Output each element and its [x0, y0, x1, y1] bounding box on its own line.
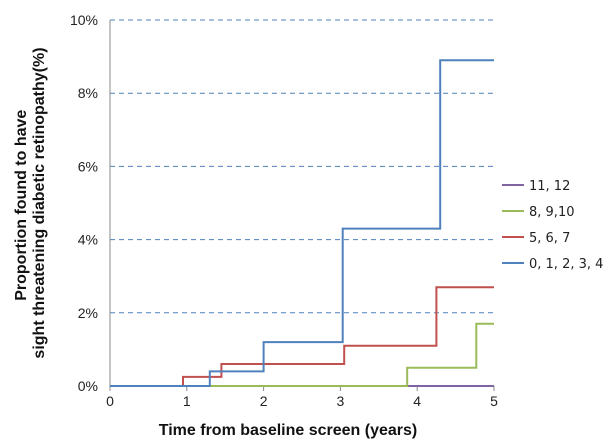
y-axis-title-line-1: Proportion found to have [13, 110, 30, 301]
y-tick-label: 8% [78, 85, 98, 101]
y-tick-label: 10% [70, 12, 98, 28]
grid [110, 19, 494, 314]
series-lines [110, 59, 494, 387]
x-axis-title: Time from baseline screen (years) [159, 422, 418, 439]
legend-label-1: 8, 9,10 [529, 205, 574, 220]
legend-label-2: 5, 6, 7 [529, 231, 570, 246]
y-tick-labels: 0% 2% 4% 6% 8% 10% [70, 12, 98, 394]
x-tick-label: 4 [413, 393, 421, 409]
x-tick-label: 2 [260, 393, 268, 409]
x-tick-label: 1 [183, 393, 191, 409]
legend-label-3: 0, 1, 2, 3, 4 [529, 257, 603, 272]
series-line-3 [110, 59, 494, 387]
x-tick-labels: 0 1 2 3 4 5 [106, 386, 498, 409]
series-line-1 [110, 322, 494, 387]
x-tick-label: 0 [106, 393, 114, 409]
y-tick-label: 0% [78, 378, 98, 394]
y-tick-label: 2% [78, 305, 98, 321]
y-tick-label: 6% [78, 158, 98, 174]
x-tick-label: 3 [337, 393, 345, 409]
y-axis-title: Proportion found to have sight threateni… [13, 47, 48, 358]
y-axis-title-line-2: sight threatening diabetic retinopathy(%… [31, 47, 48, 358]
y-tick-label: 4% [78, 232, 98, 248]
legend-label-0: 11, 12 [529, 179, 570, 194]
x-tick-label: 5 [490, 393, 498, 409]
series-line-2 [110, 286, 494, 387]
legend: 11, 12 8, 9,10 5, 6, 7 0, 1, 2, 3, 4 [502, 179, 603, 272]
